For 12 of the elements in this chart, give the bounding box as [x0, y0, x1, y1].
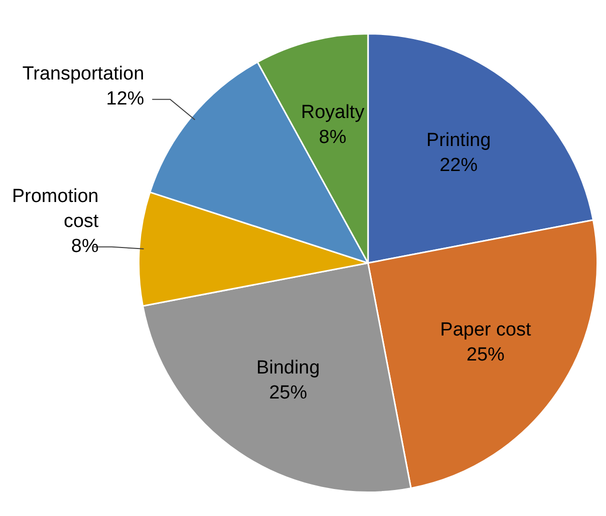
slice-label: Paper cost — [440, 320, 532, 341]
slice-label: Printing — [426, 130, 491, 152]
data-label: 8% — [71, 236, 99, 258]
data-label: 25% — [269, 382, 308, 404]
data-label: 12% — [106, 88, 144, 110]
slice-label: Binding — [256, 357, 320, 378]
data-label: 22% — [440, 155, 478, 176]
data-label: 25% — [466, 344, 505, 366]
slice-label: Transportation — [22, 64, 144, 85]
data-label: 8% — [318, 127, 346, 148]
slice-label: Royalty — [300, 102, 365, 124]
slice-label: Promotion cost — [12, 186, 100, 232]
